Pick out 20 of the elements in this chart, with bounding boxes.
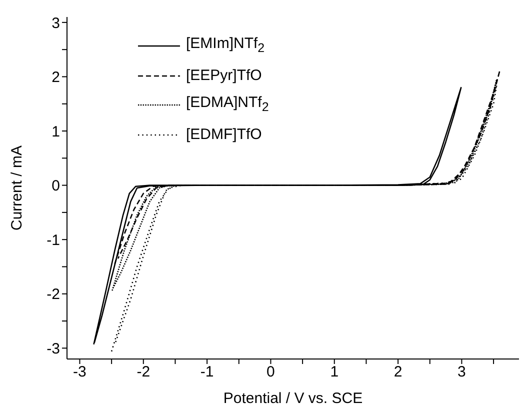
- y-axis-title: Current / mA: [8, 145, 26, 231]
- legend-label: [EDMA]NTf$_{2}$: [186, 93, 269, 116]
- x-tick-label: 0: [266, 364, 275, 381]
- y-tick-label: -3: [46, 340, 60, 358]
- x-tick-label: -1: [200, 364, 214, 381]
- x-axis-title: Potential / V vs. SCE: [223, 390, 363, 405]
- y-tick-label: -1: [46, 232, 60, 249]
- y-tick-label: 0: [52, 178, 60, 195]
- legend-label: [EMIm]NTf$_{2}$: [186, 34, 265, 57]
- y-tick-label: 1: [52, 123, 60, 140]
- x-tick-label: 2: [394, 364, 402, 381]
- x-tick-label: 1: [330, 364, 339, 381]
- legend-label: [EDMF]TfO: [186, 125, 262, 145]
- y-tick-label: -2: [46, 286, 60, 304]
- x-tick-label: -2: [136, 364, 150, 381]
- legend-label: [EEPyr]TfO: [186, 66, 262, 86]
- y-tick-label: 2: [52, 69, 60, 86]
- y-tick-label: 3: [52, 14, 60, 32]
- x-tick-label: -3: [73, 364, 86, 381]
- x-tick-label: 3: [458, 364, 466, 381]
